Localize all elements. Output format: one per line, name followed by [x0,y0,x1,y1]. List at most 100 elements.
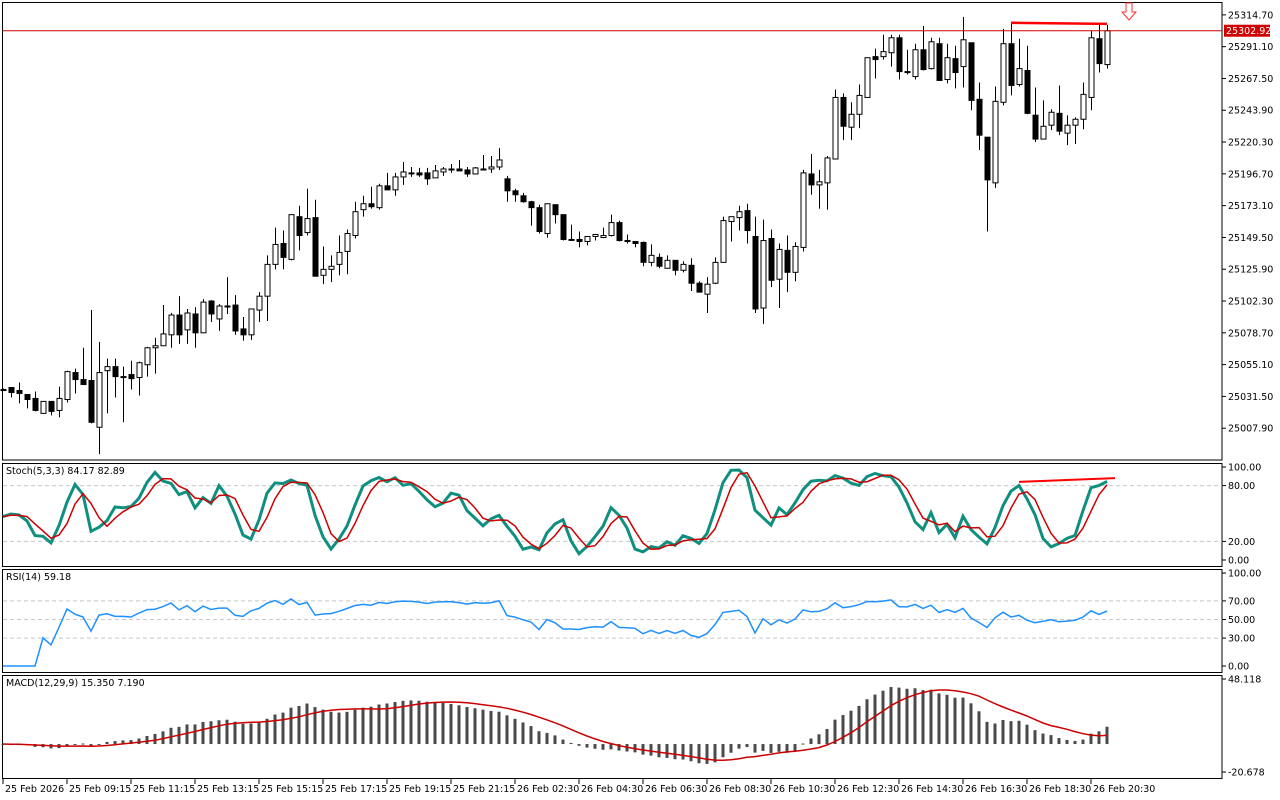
macd-histogram-bar [393,702,397,745]
bull-candle-body [1080,93,1087,120]
macd-histogram-bar [433,702,437,745]
bull-candle-body [880,51,887,58]
candle [800,169,807,252]
bull-candle-body [736,211,743,219]
stoch-panel-frame [2,463,1223,567]
candle [352,201,359,239]
candle [640,241,647,267]
macd-histogram-bar [409,700,413,745]
candle [240,317,247,341]
macd-histogram-bar [161,731,165,745]
candle [448,164,455,173]
bear-candle-body [1056,112,1063,132]
macd-histogram-bar [289,707,293,745]
bear-candle-body [752,235,759,310]
candle [912,43,919,80]
bear-candle-body [88,380,95,423]
bull-candle-body [680,263,687,271]
bull-candle-body [728,216,735,223]
macd-histogram-bar [561,739,565,745]
bear-candle-body [968,42,975,101]
main-panel-frame [2,2,1223,461]
macd-histogram-bar [945,694,949,745]
candle [896,34,903,80]
macd-histogram-bar [1017,720,1021,745]
macd-histogram-bar [1025,724,1029,745]
candle [536,204,543,234]
bull-candle-body [1088,37,1095,98]
bull-candle-body [328,265,335,270]
macd-histogram-bar [817,734,821,745]
bull-candle-body [664,259,671,269]
candle [80,347,87,386]
candle [472,166,479,175]
bid-price-label: 25302.92 [1226,26,1271,37]
macd-histogram-bar [985,721,989,745]
candle [232,295,239,335]
candle [160,305,167,347]
candle [464,166,471,177]
candle [712,257,719,285]
candle [264,255,271,321]
macd-histogram-bar [481,709,485,745]
candle [992,86,999,188]
bull-candle-body [1064,124,1071,134]
bear-candle-body [240,328,247,336]
sell-arrow-icon [1120,2,1138,21]
panel-frames [2,2,1223,779]
bear-candle-body [416,172,423,176]
bull-candle-body [472,167,479,175]
price-tick-label: 25055.10 [1228,360,1273,371]
bear-candle-body [520,195,527,203]
bear-candle-body [208,300,215,315]
rsi-line [3,597,1108,667]
candle [360,195,367,217]
bear-candle-body [1008,43,1015,86]
candle [328,255,335,283]
price-tick-label: 25149.50 [1228,233,1273,244]
macd-histogram-bar [529,726,533,745]
bull-candle-body [992,100,999,184]
candle [200,299,207,334]
bull-candle-body [144,347,151,366]
macd-histogram-bar [737,744,741,749]
bear-candle-body [312,217,319,277]
bull-candle-body [496,159,503,168]
bull-candle-body [776,248,783,280]
bull-candle-body [336,251,343,265]
bear-candle-body [840,96,847,127]
macd-histogram-bar [169,727,173,745]
rsi-tick-label: 50.00 [1228,615,1255,626]
macd-histogram-bar [921,690,925,745]
resistance-trendline [1010,21,1108,26]
candle [480,154,487,171]
macd-histogram-bar [329,711,333,745]
macd-histogram-bar [1089,733,1093,745]
price-tick-label: 25220.30 [1228,138,1273,149]
bear-candle-body [24,394,31,401]
bull-candle-body [216,305,223,320]
candle [440,166,447,176]
macd-histogram-bar [425,701,429,745]
macd-histogram-bar [313,707,317,745]
bull-candle-body [1104,30,1111,66]
bull-candle-body [392,176,399,191]
candle [832,89,839,160]
macd-histogram-bar [833,719,837,745]
macd-histogram-bar [609,744,613,750]
macd-histogram-bar [137,738,141,745]
macd-histogram-bar [649,744,653,756]
macd-histogram-bar [969,703,973,745]
bull-candle-body [432,170,439,179]
candle [1048,109,1055,131]
macd-histogram-bar [657,744,661,758]
bear-candle-body [616,222,623,242]
candle [272,227,279,270]
bear-candle-body [552,204,559,216]
macd-histogram-bar [769,744,773,753]
bull-candle-body [600,235,607,239]
rsi-tick-label: 30.00 [1228,634,1255,645]
price-tick-label: 25102.30 [1228,297,1273,308]
candle [824,156,831,210]
